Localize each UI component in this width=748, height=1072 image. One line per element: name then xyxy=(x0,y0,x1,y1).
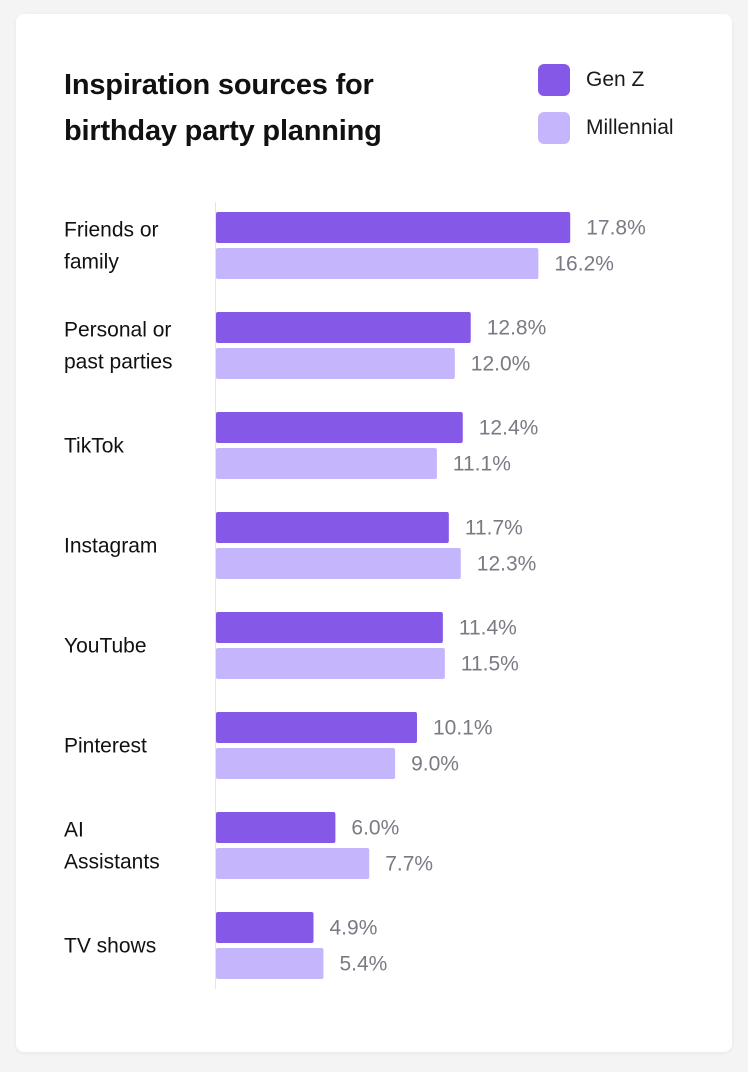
bar-millennial xyxy=(216,948,324,979)
bar-gen-z xyxy=(216,212,571,243)
bar-gen-z xyxy=(216,412,463,443)
category-label: Instagram xyxy=(64,535,157,558)
category-label: past parties xyxy=(64,351,173,374)
category-label: Personal or xyxy=(64,319,171,342)
category-label: TV shows xyxy=(64,935,156,958)
bar-gen-z xyxy=(216,612,443,643)
legend-label-millennial: Millennial xyxy=(586,116,674,139)
value-label-gen-z: 6.0% xyxy=(351,817,399,840)
value-label-millennial: 9.0% xyxy=(411,753,459,776)
value-label-gen-z: 12.4% xyxy=(479,417,539,440)
bar-gen-z xyxy=(216,312,471,343)
category-label: AI xyxy=(64,819,84,842)
bar-millennial xyxy=(216,348,455,379)
legend-swatch-gen-z xyxy=(538,64,570,96)
legend-swatch-millennial xyxy=(538,112,570,144)
bar-millennial xyxy=(216,548,461,579)
value-label-gen-z: 10.1% xyxy=(433,717,493,740)
bar-millennial xyxy=(216,448,437,479)
value-label-millennial: 16.2% xyxy=(554,253,614,276)
chart-title: Inspiration sources for birthday party p… xyxy=(64,69,382,147)
bar-millennial xyxy=(216,748,396,779)
value-label-millennial: 11.1% xyxy=(453,453,511,476)
bar-gen-z xyxy=(216,512,449,543)
value-label-gen-z: 17.8% xyxy=(586,217,646,240)
bar-chart: Friends or family 17.8% 16.2% Personal or pas… xyxy=(64,202,646,989)
bar-millennial xyxy=(216,848,370,879)
bar-millennial xyxy=(216,248,539,279)
value-label-millennial: 7.7% xyxy=(385,853,433,876)
value-label-millennial: 12.0% xyxy=(471,353,531,376)
legend-label-gen-z: Gen Z xyxy=(586,68,645,91)
category-label: YouTube xyxy=(64,635,147,658)
value-label-gen-z: 11.4% xyxy=(459,617,517,640)
value-label-gen-z: 12.8% xyxy=(487,317,547,340)
bar-millennial xyxy=(216,648,445,679)
value-label-millennial: 11.5% xyxy=(461,653,519,676)
category-label: family xyxy=(64,251,119,274)
value-label-millennial: 12.3% xyxy=(477,553,537,576)
category-label: Assistants xyxy=(64,851,160,874)
chart-card: Inspiration sources for birthday party p… xyxy=(16,14,732,1052)
bar-gen-z xyxy=(216,712,417,743)
value-label-millennial: 5.4% xyxy=(339,953,387,976)
value-label-gen-z: 11.7% xyxy=(465,517,523,540)
category-label: Pinterest xyxy=(64,735,147,758)
category-label: Friends or xyxy=(64,219,159,242)
category-label: TikTok xyxy=(64,435,124,458)
bar-gen-z xyxy=(216,812,336,843)
bar-gen-z xyxy=(216,912,314,943)
value-label-gen-z: 4.9% xyxy=(330,917,378,940)
